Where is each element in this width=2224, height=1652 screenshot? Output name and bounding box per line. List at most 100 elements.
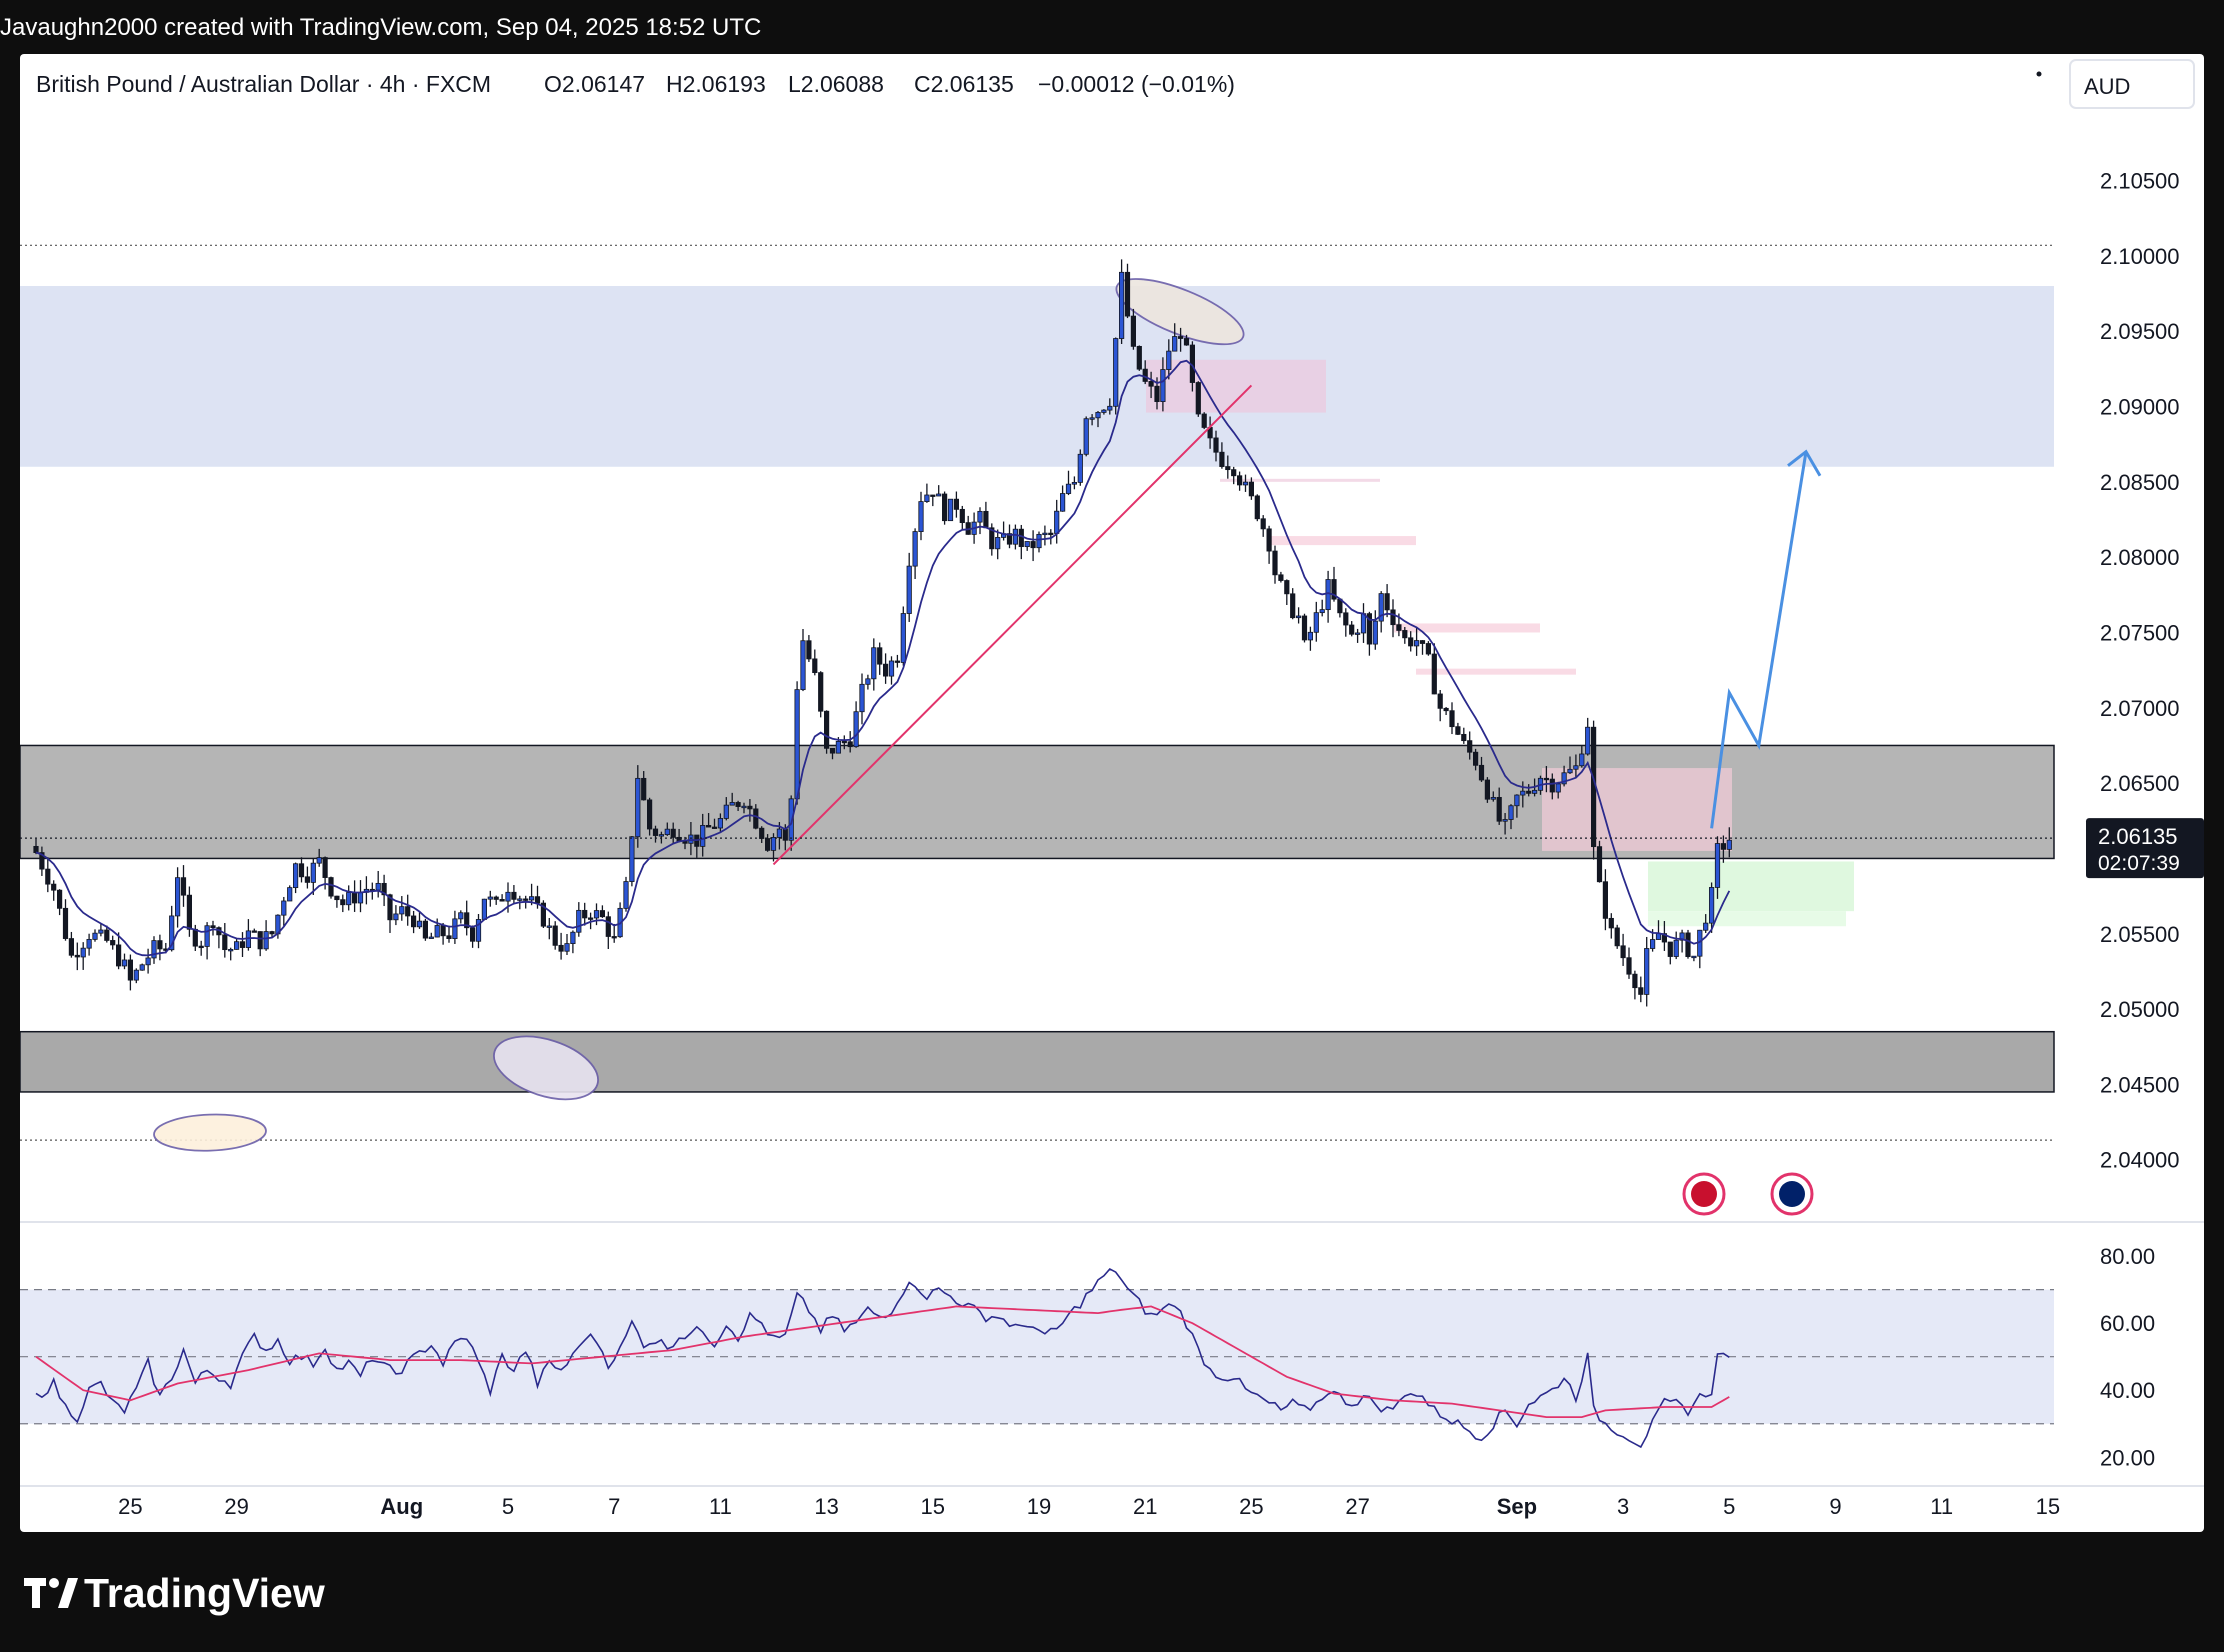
candle-body[interactable] bbox=[1060, 493, 1066, 512]
candle-body[interactable] bbox=[770, 837, 777, 851]
candle-body[interactable] bbox=[1384, 593, 1390, 611]
candle-body[interactable] bbox=[446, 935, 452, 940]
candle-body[interactable] bbox=[1154, 385, 1160, 403]
candle-body[interactable] bbox=[174, 877, 181, 917]
candle-body[interactable] bbox=[894, 660, 901, 663]
candle-body[interactable] bbox=[51, 883, 57, 891]
candle-body[interactable] bbox=[145, 957, 151, 966]
candle-body[interactable] bbox=[464, 912, 470, 929]
candle-body[interactable] bbox=[528, 896, 535, 901]
candle-body[interactable] bbox=[1266, 528, 1272, 552]
candle-body[interactable] bbox=[1331, 579, 1337, 600]
candle-body[interactable] bbox=[1237, 475, 1243, 486]
candle-body[interactable] bbox=[1148, 381, 1154, 387]
candle-body[interactable] bbox=[517, 898, 523, 901]
candle-body[interactable] bbox=[1714, 843, 1721, 888]
candle-body[interactable] bbox=[588, 917, 594, 920]
candle-body[interactable] bbox=[1425, 643, 1431, 655]
candle-body[interactable] bbox=[983, 510, 989, 529]
candle-body[interactable] bbox=[1372, 620, 1378, 645]
candle-body[interactable] bbox=[399, 906, 405, 915]
candle-body[interactable] bbox=[936, 493, 942, 497]
currency-button[interactable] bbox=[2069, 59, 2195, 109]
candle-body[interactable] bbox=[239, 941, 246, 948]
candle-body[interactable] bbox=[729, 802, 735, 806]
candle-body[interactable] bbox=[169, 915, 175, 951]
candle-body[interactable] bbox=[263, 931, 269, 950]
candle-body[interactable] bbox=[776, 828, 783, 838]
candle-body[interactable] bbox=[1414, 640, 1420, 647]
candle-body[interactable] bbox=[381, 882, 387, 896]
candle-body[interactable] bbox=[735, 802, 741, 807]
candle-body[interactable] bbox=[110, 940, 116, 946]
candle-body[interactable] bbox=[1543, 777, 1549, 781]
candle-body[interactable] bbox=[98, 929, 104, 934]
candle-body[interactable] bbox=[192, 928, 198, 947]
candle-body[interactable] bbox=[228, 948, 234, 952]
candle-body[interactable] bbox=[647, 799, 653, 830]
candle-body[interactable] bbox=[405, 906, 411, 917]
candle-body[interactable] bbox=[552, 925, 558, 946]
candle-body[interactable] bbox=[33, 845, 39, 853]
candle-body[interactable] bbox=[930, 494, 936, 497]
candle-body[interactable] bbox=[1396, 624, 1402, 631]
candle-body[interactable] bbox=[45, 868, 51, 885]
candle-body[interactable] bbox=[316, 857, 322, 864]
candle-body[interactable] bbox=[74, 954, 80, 958]
candle-body[interactable] bbox=[139, 964, 145, 971]
candle-body[interactable] bbox=[416, 920, 423, 928]
candle-body[interactable] bbox=[351, 892, 358, 904]
candle-body[interactable] bbox=[340, 899, 346, 906]
candle-body[interactable] bbox=[62, 907, 69, 939]
candle-body[interactable] bbox=[393, 913, 399, 921]
candle-body[interactable] bbox=[853, 711, 859, 748]
candle-body[interactable] bbox=[1526, 790, 1532, 794]
candle-body[interactable] bbox=[493, 896, 499, 900]
candle-body[interactable] bbox=[865, 678, 871, 685]
candle-body[interactable] bbox=[835, 740, 842, 754]
candle-body[interactable] bbox=[1632, 973, 1638, 989]
candle-body[interactable] bbox=[806, 640, 812, 660]
candle-body[interactable] bbox=[1030, 541, 1036, 549]
candle-body[interactable] bbox=[287, 887, 293, 902]
candle-body[interactable] bbox=[1284, 580, 1290, 595]
candle-body[interactable] bbox=[1467, 740, 1473, 753]
candle-body[interactable] bbox=[469, 927, 476, 942]
candle-body[interactable] bbox=[953, 498, 960, 510]
candle-body[interactable] bbox=[1178, 336, 1184, 339]
candle-body[interactable] bbox=[711, 826, 718, 829]
candle-body[interactable] bbox=[1130, 315, 1136, 347]
candle-body[interactable] bbox=[717, 818, 724, 829]
candle-body[interactable] bbox=[641, 777, 647, 801]
candle-body[interactable] bbox=[877, 647, 883, 665]
candle-body[interactable] bbox=[1720, 843, 1726, 850]
candle-body[interactable] bbox=[1036, 533, 1042, 549]
chart-frame[interactable]: 2.10500 2.10000 2.09500 2.09000 2.08500 2.080… bbox=[20, 54, 2204, 1532]
candle-body[interactable] bbox=[1514, 794, 1520, 807]
candle-body[interactable] bbox=[1219, 451, 1225, 467]
candle-body[interactable] bbox=[1402, 630, 1408, 639]
candle-body[interactable] bbox=[133, 969, 139, 981]
candle-body[interactable] bbox=[204, 925, 210, 947]
candle-body[interactable] bbox=[328, 877, 334, 897]
candle-body[interactable] bbox=[210, 925, 216, 929]
candle-body[interactable] bbox=[741, 805, 747, 809]
candle-body[interactable] bbox=[883, 663, 889, 677]
candle-body[interactable] bbox=[387, 894, 393, 921]
candle-body[interactable] bbox=[540, 902, 547, 927]
candle-body[interactable] bbox=[1455, 726, 1461, 735]
candle-body[interactable] bbox=[1567, 768, 1573, 774]
candle-body[interactable] bbox=[1573, 765, 1579, 770]
candle-body[interactable] bbox=[1278, 574, 1284, 581]
candle-body[interactable] bbox=[859, 683, 865, 713]
candle-body[interactable] bbox=[86, 938, 92, 949]
candle-body[interactable] bbox=[918, 501, 924, 532]
candle-body[interactable] bbox=[629, 836, 635, 882]
candle-body[interactable] bbox=[1195, 382, 1201, 415]
candle-body[interactable] bbox=[251, 930, 257, 933]
candle-body[interactable] bbox=[1520, 790, 1526, 796]
candle-body[interactable] bbox=[947, 498, 954, 522]
candle-body[interactable] bbox=[1408, 637, 1414, 647]
candle-body[interactable] bbox=[346, 892, 352, 906]
candle-body[interactable] bbox=[92, 932, 98, 940]
